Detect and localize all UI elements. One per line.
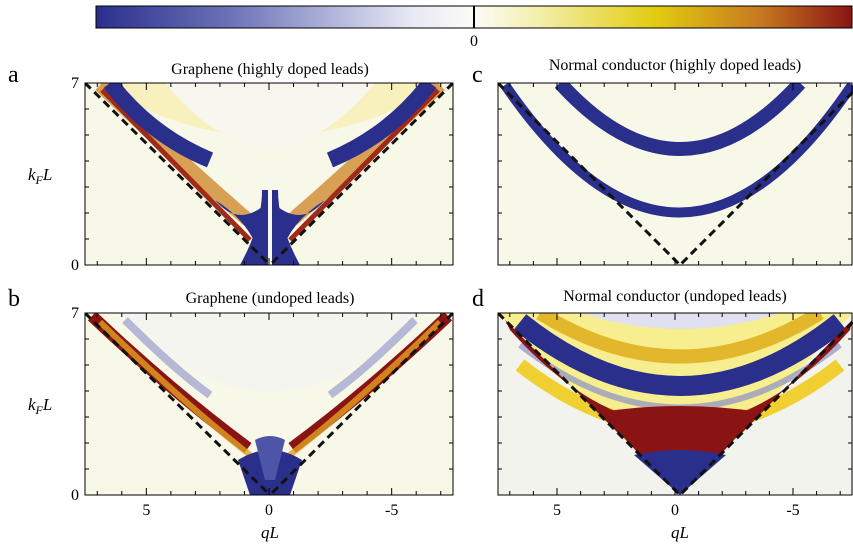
y-tick-label: 7 — [71, 75, 79, 92]
heatmap-b-orange-glow-left — [97, 319, 252, 458]
heatmap-b — [85, 313, 453, 495]
heatmap-d — [498, 313, 853, 495]
x-tick-label: 5 — [142, 502, 150, 519]
heatmap-d-red-core — [600, 406, 760, 455]
ylabel-L-top: L — [42, 165, 52, 184]
y-tick-label: 0 — [71, 257, 79, 274]
ylabel-L-bottom: L — [42, 395, 52, 414]
panel-letter-a: a — [8, 62, 19, 88]
heatmap-c — [498, 83, 853, 265]
panel-d: d Normal conductor (undoped leads) — [472, 286, 853, 496]
ylabel-sub-bottom: F — [35, 403, 44, 417]
x-tick-label: -5 — [786, 502, 799, 519]
heatmap-d-gold-arc — [536, 313, 824, 364]
xlabel-right: qL — [671, 523, 689, 542]
cone-line-left-c — [498, 83, 682, 265]
x-tick-label: 5 — [553, 502, 561, 519]
y-tick-label: 7 — [71, 305, 79, 322]
ylabel-top: kFL — [28, 165, 52, 187]
svg-text:kFL: kFL — [28, 165, 52, 187]
panel-a: a Graphene (highly doped leads) — [8, 61, 454, 266]
panel-letter-b: b — [8, 286, 20, 312]
cone-line-right-c — [678, 89, 853, 265]
panel-title-a: Graphene (highly doped leads) — [171, 61, 369, 78]
panel-letter-d: d — [472, 286, 484, 312]
heatmap-a — [85, 83, 453, 265]
heatmap-a-white-spine — [268, 170, 272, 265]
panel-letter-c: c — [472, 62, 483, 88]
x-tick-label: -5 — [385, 502, 398, 519]
tick-layer: 0 7 0 7 5 0 -5 5 0 -5 — [71, 75, 852, 519]
colorbar-zero-label: 0 — [470, 33, 478, 50]
ylabel-k-top: k — [28, 165, 36, 184]
heatmap-a-red-edge-right — [288, 88, 440, 242]
heatmap-a-blue-band-right — [326, 83, 437, 168]
panel-title-d: Normal conductor (undoped leads) — [563, 288, 786, 305]
heatmap-a-red-edge-left — [100, 88, 252, 242]
cone-line-right-d — [678, 319, 853, 495]
ylabel-k-bottom: k — [28, 395, 36, 414]
heatmap-c-outer-arc — [554, 83, 806, 156]
heatmap-b-orange-glow-right — [288, 319, 443, 458]
heatmap-d-blue-fill — [634, 450, 726, 495]
panel-b: b Graphene (undoped leads) — [8, 286, 454, 496]
heatmap-b-faint-blue-right — [327, 317, 418, 399]
xlabel-left: qL — [261, 523, 279, 542]
heatmap-b-blue-tip — [255, 436, 285, 480]
panel-title-c: Normal conductor (highly doped leads) — [549, 57, 801, 74]
x-tick-label: 0 — [671, 502, 679, 519]
heatmap-d-blue-arc — [513, 314, 847, 396]
cone-line-left-a — [85, 83, 272, 265]
heatmap-c-inner-arc — [500, 83, 853, 218]
cone-line-right-a — [268, 83, 453, 265]
heatmap-a-blue-band-left — [103, 83, 214, 168]
cone-line-left-d — [498, 313, 682, 495]
colorbar: 0 — [95, 5, 853, 50]
heatmap-b-white-core — [120, 313, 420, 392]
cone-line-left-b — [85, 313, 272, 495]
x-tick-label: 0 — [265, 502, 273, 519]
y-tick-label: 0 — [71, 487, 79, 504]
heatmap-d-light-top — [580, 313, 780, 329]
panel-c: c Normal conductor (highly doped leads) — [472, 57, 853, 266]
ylabel-sub-top: F — [35, 173, 44, 187]
svg-text:kFL: kFL — [28, 395, 52, 417]
ylabel-bottom: kFL — [28, 395, 52, 417]
heatmap-a-white-core — [165, 83, 375, 147]
heatmap-b-faint-blue-left — [122, 317, 213, 399]
panel-title-b: Graphene (undoped leads) — [186, 290, 355, 307]
cone-line-right-b — [268, 313, 453, 495]
